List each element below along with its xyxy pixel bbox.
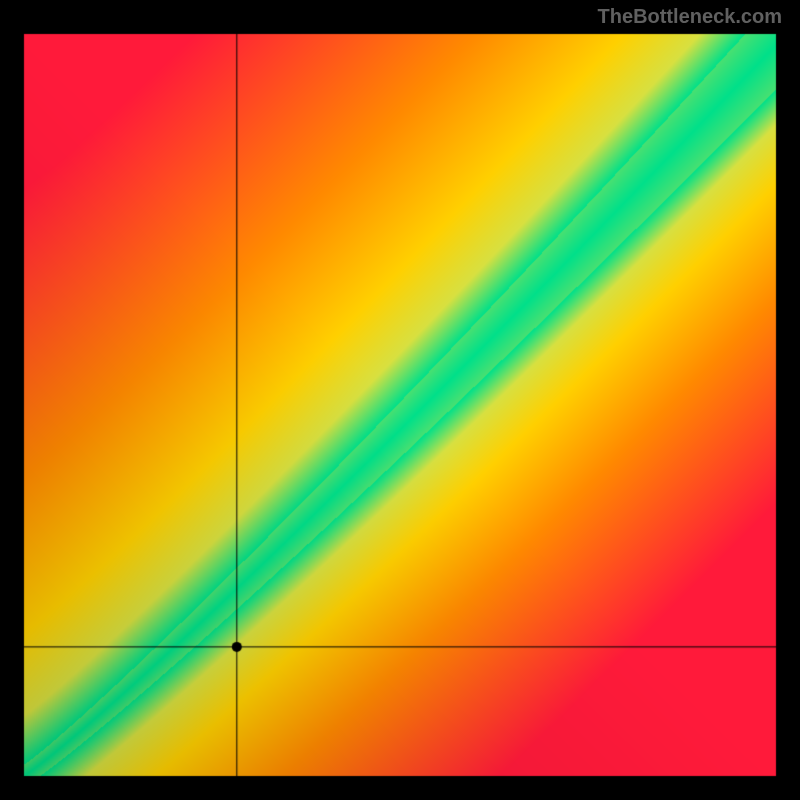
chart-container: TheBottleneck.com [0, 0, 800, 800]
watermark-text: TheBottleneck.com [598, 6, 782, 29]
bottleneck-heatmap-canvas [0, 0, 800, 800]
